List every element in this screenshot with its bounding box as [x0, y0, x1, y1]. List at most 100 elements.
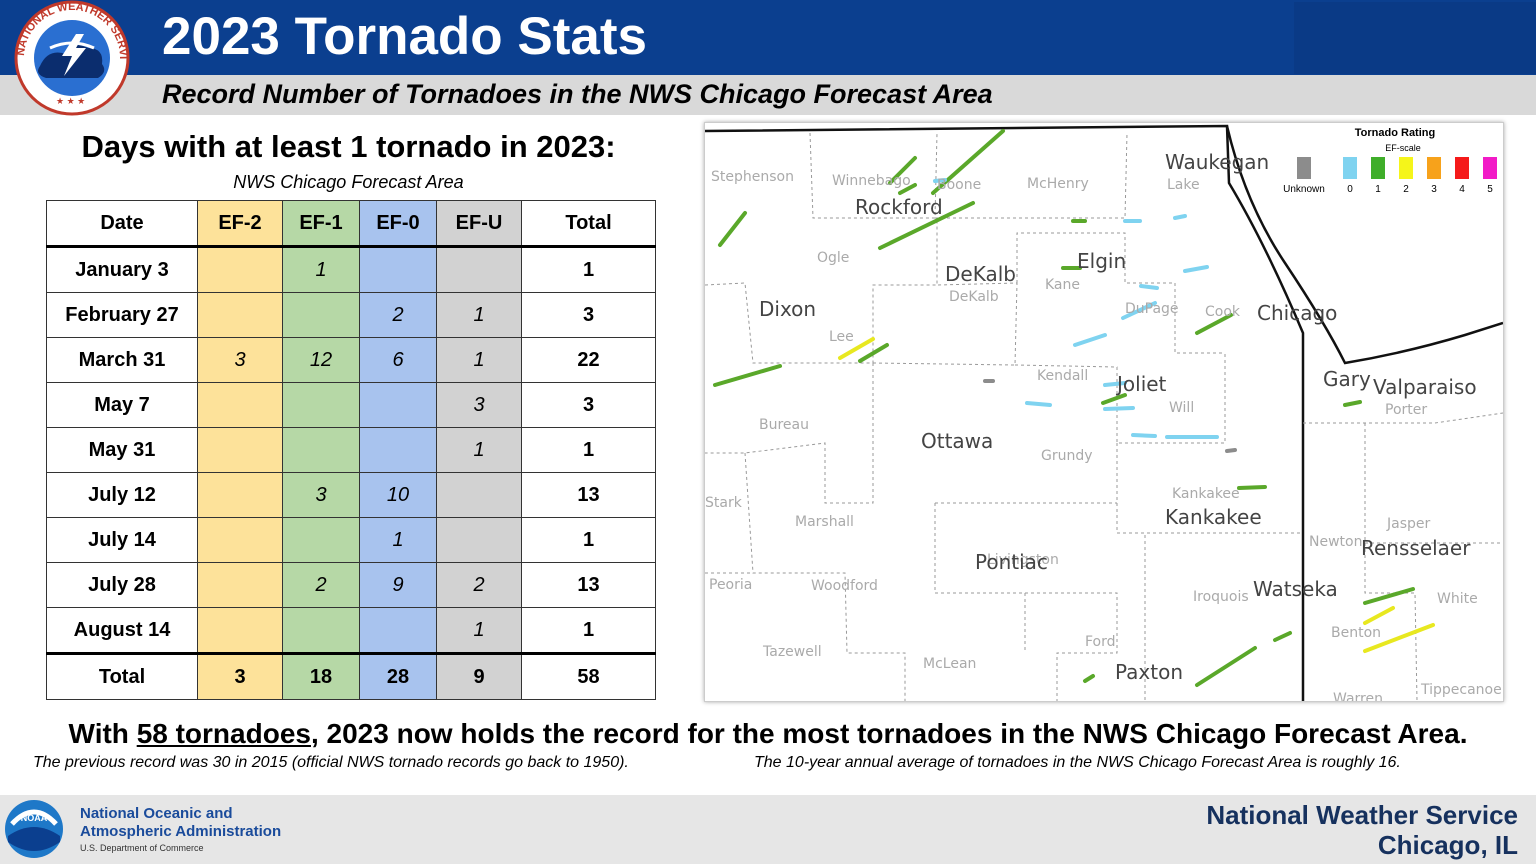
row-efu: 1	[436, 427, 522, 473]
county-label: Winnebago	[832, 173, 911, 189]
city-label: Elgin	[1077, 249, 1126, 273]
county-label: DuPage	[1125, 301, 1179, 317]
table-row: July 14 1 1	[46, 517, 656, 563]
county-label: Grundy	[1041, 448, 1093, 464]
city-label: Rensselaer	[1361, 536, 1471, 560]
row-total: 1	[521, 427, 656, 473]
row-date: January 3	[46, 246, 198, 293]
row-ef0	[359, 427, 437, 473]
city-labels: Waukegan Rockford Elgin DeKalb Chicago Dixon J…	[759, 150, 1477, 684]
ten-year-average-note: The 10-year annual average of tornadoes …	[754, 754, 1401, 771]
city-label: Gary	[1323, 367, 1371, 391]
legend-swatch	[1455, 157, 1469, 179]
header-right-block	[1294, 2, 1536, 74]
legend-label: 2	[1403, 184, 1409, 195]
table-row: August 14 1 1	[46, 607, 656, 654]
row-ef0	[359, 246, 437, 293]
row-date: May 31	[46, 427, 198, 473]
county-label: Ford	[1085, 634, 1116, 650]
lake-michigan-shore	[1225, 125, 1503, 365]
row-efu: 2	[436, 562, 522, 608]
state-border	[705, 124, 1305, 701]
column-header-ef0: EF-0	[359, 200, 437, 248]
tornado-rating-legend: Tornado Rating EF-scale Unknown 0 1 2 3 4 5	[1283, 127, 1497, 195]
county-labels: Stephenson Winnebago Boone McHenry Lake Ogle D…	[705, 169, 1502, 701]
city-label: Paxton	[1115, 660, 1183, 684]
total-total: 58	[521, 652, 656, 700]
row-efu	[436, 472, 522, 518]
row-ef1: 2	[282, 562, 360, 608]
table-row: March 31 3 12 6 1 22	[46, 337, 656, 383]
column-header-date: Date	[46, 200, 198, 248]
table-header-row: Date EF-2 EF-1 EF-0 EF-U Total	[46, 200, 656, 248]
header-band	[0, 0, 1536, 75]
row-ef2	[197, 427, 283, 473]
row-date: July 12	[46, 472, 198, 518]
row-ef1: 1	[282, 246, 360, 293]
county-label: Woodford	[811, 578, 878, 594]
table-subheading: NWS Chicago Forecast Area	[233, 172, 464, 192]
county-label: Newton	[1309, 534, 1362, 550]
headline-suffix: , 2023 now holds the record for the most…	[310, 718, 1468, 749]
row-ef0	[359, 382, 437, 428]
column-header-efu: EF-U	[436, 200, 522, 248]
page-subtitle: Record Number of Tornadoes in the NWS Ch…	[162, 79, 993, 109]
county-label: Warren	[1333, 691, 1383, 701]
table-row: July 12 3 10 13	[46, 472, 656, 518]
county-label: McLean	[923, 656, 976, 672]
row-ef2	[197, 517, 283, 563]
nws-logo-icon: ★ ★ ★ NATIONAL WEATHER SERVICE	[10, 0, 130, 116]
legend-swatch	[1343, 157, 1357, 179]
noaa-logo-icon: NOAA	[5, 800, 63, 858]
city-label: DeKalb	[945, 262, 1016, 286]
row-ef0: 6	[359, 337, 437, 383]
row-date: May 7	[46, 382, 198, 428]
county-label: Jasper	[1386, 516, 1431, 532]
county-label: Lake	[1167, 177, 1200, 193]
county-label: Iroquois	[1193, 589, 1249, 605]
noaa-department: U.S. Department of Commerce	[80, 843, 204, 853]
county-label: Kane	[1045, 277, 1080, 293]
county-label: Peoria	[709, 577, 752, 593]
row-ef1: 12	[282, 337, 360, 383]
county-label: Marshall	[795, 514, 854, 530]
county-label: Ogle	[817, 250, 849, 266]
county-lines	[705, 132, 1503, 701]
column-header-ef1: EF-1	[282, 200, 360, 248]
city-label: Joliet	[1115, 372, 1167, 396]
row-ef1	[282, 382, 360, 428]
total-efu: 9	[436, 652, 522, 700]
legend-label: 4	[1459, 184, 1465, 195]
county-label: Lee	[829, 329, 854, 345]
record-headline: With 58 tornadoes, 2023 now holds the re…	[0, 718, 1536, 750]
row-ef2	[197, 472, 283, 518]
row-efu: 1	[436, 337, 522, 383]
legend-swatch	[1483, 157, 1497, 179]
row-ef2: 3	[197, 337, 283, 383]
row-ef1: 3	[282, 472, 360, 518]
table-row: July 28 2 9 2 13	[46, 562, 656, 608]
total-ef0: 28	[359, 652, 437, 700]
county-label: Kankakee	[1172, 486, 1240, 502]
column-header-total: Total	[521, 200, 656, 248]
table-heading: Days with at least 1 tornado in 2023:	[81, 129, 616, 164]
county-label: Bureau	[759, 417, 809, 433]
county-label: Tazewell	[762, 644, 822, 660]
row-date: August 14	[46, 607, 198, 654]
total-ef2: 3	[197, 652, 283, 700]
row-ef0: 2	[359, 292, 437, 338]
row-date: March 31	[46, 337, 198, 383]
tornado-stats-table: Date EF-2 EF-1 EF-0 EF-U Total January 3…	[46, 200, 656, 700]
total-label: Total	[46, 652, 198, 700]
row-ef2	[197, 246, 283, 293]
row-efu	[436, 246, 522, 293]
row-ef2	[197, 292, 283, 338]
nws-office-location: Chicago, IL	[1377, 830, 1518, 860]
county-label: Boone	[937, 177, 981, 193]
legend-label: 3	[1431, 184, 1437, 195]
county-label: Will	[1169, 400, 1194, 416]
column-header-ef2: EF-2	[197, 200, 283, 248]
tornado-track-map: Stephenson Winnebago Boone McHenry Lake Ogle D…	[704, 122, 1504, 702]
county-label: Kendall	[1037, 368, 1088, 384]
headline-prefix: With	[68, 718, 137, 749]
